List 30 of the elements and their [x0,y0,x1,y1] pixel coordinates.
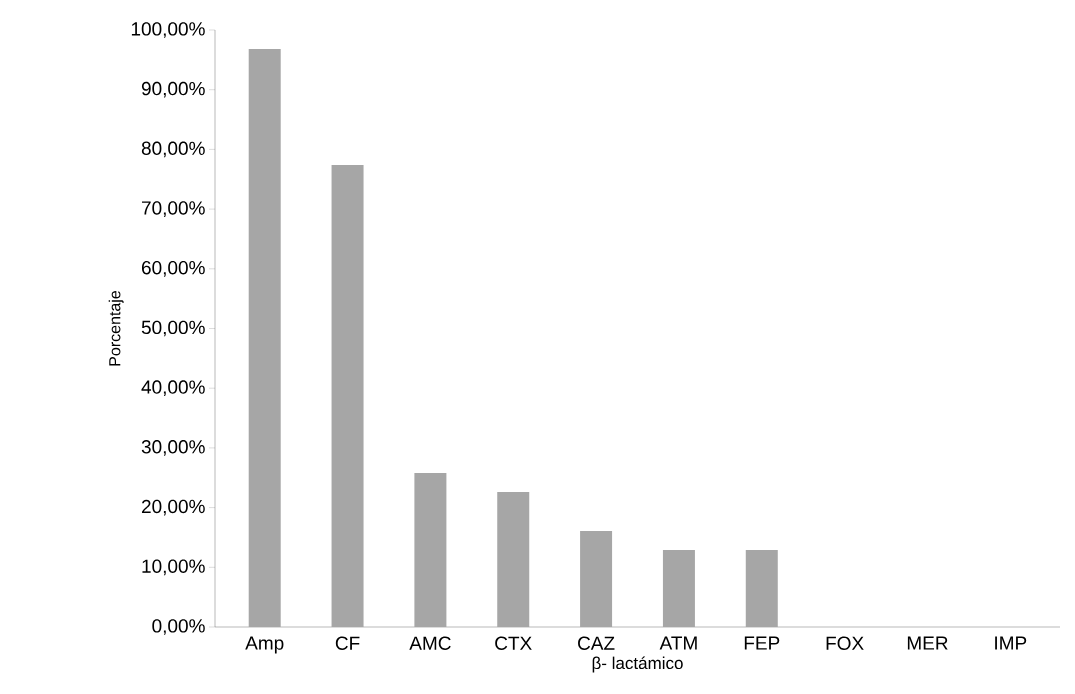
y-tick-label: 100,00% [131,22,205,38]
x-tick-label: IMP [995,636,1027,650]
y-tick-label: 10,00% [142,559,205,576]
y-axis-title: Porcentaje [108,290,124,366]
x-tick-label: CF [335,636,360,650]
x-tick-label: ATM [659,636,697,650]
x-tick-label: CTX [495,636,532,650]
y-tick-label: 80,00% [141,141,205,158]
y-tick-label: 40,00% [141,380,205,397]
bar [662,549,695,627]
y-tick-label: 20,00% [141,499,205,516]
bar [248,49,281,627]
x-tick-label: Amp [245,636,284,654]
x-tick-label: AMC [409,636,451,650]
y-tick-label: 0,00% [152,619,205,635]
bar [497,492,530,627]
y-tick-label: 60,00% [141,260,205,277]
bar [331,164,364,627]
y-tick-label: 30,00% [141,440,205,456]
x-tick-label: FOX [826,636,864,650]
bar [580,530,613,627]
y-tick-label: 90,00% [141,81,205,98]
bar [745,549,778,627]
y-tick-label: 70,00% [142,201,205,217]
bar [414,472,447,627]
y-tick-label: 50,00% [141,320,205,337]
x-tick-label: FEP [744,636,780,650]
x-tick-label: MER [907,636,948,650]
x-axis-title: β- lactámico [592,656,683,673]
x-tick-label: CAZ [578,636,615,650]
